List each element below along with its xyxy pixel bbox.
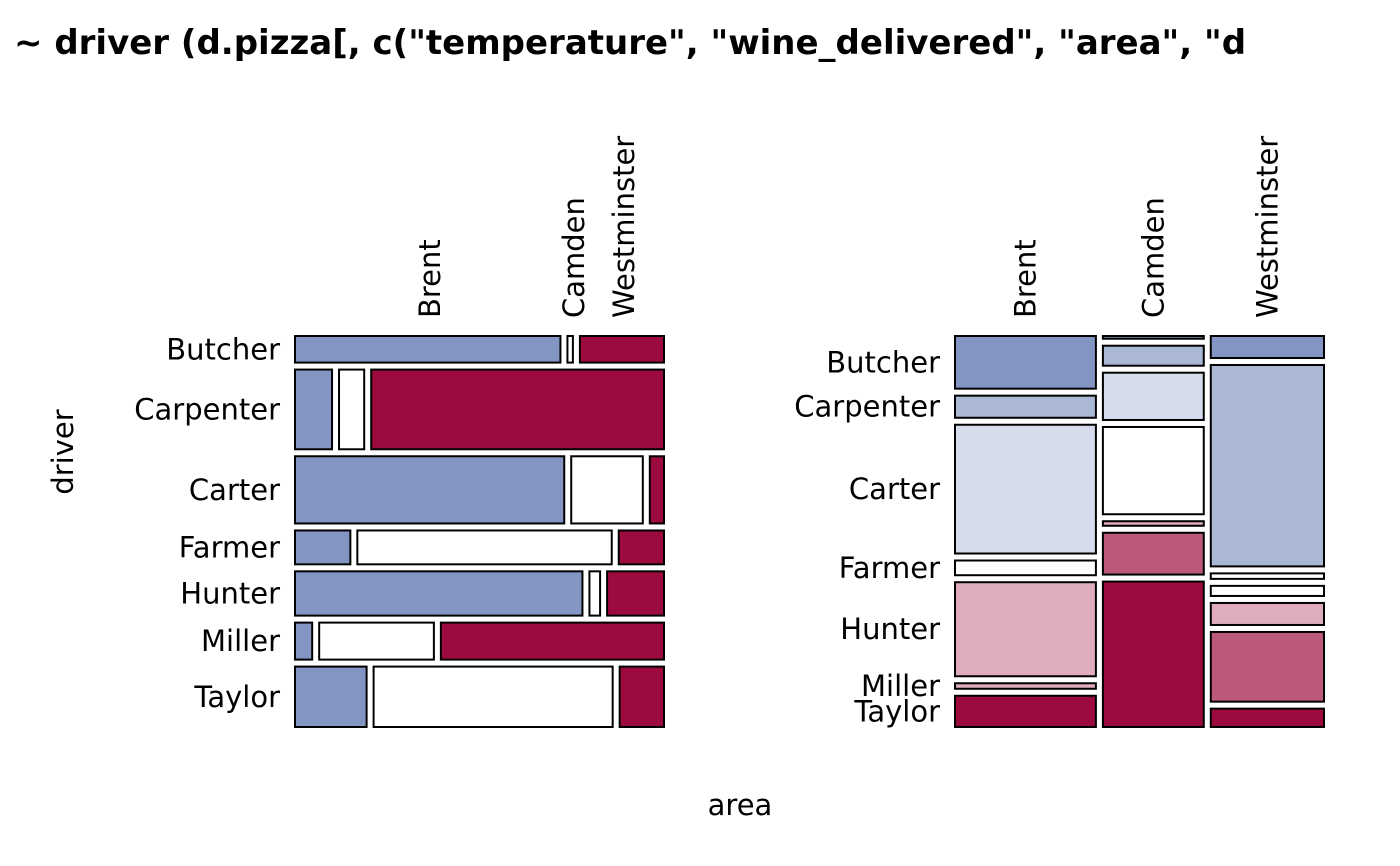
cell-left-carpenter-westminster — [370, 368, 665, 451]
cell-left-carpenter-camden — [338, 368, 366, 451]
cell-right-camden-carpenter — [1101, 344, 1205, 367]
cell-left-farmer-westminster — [617, 529, 665, 566]
cell-right-brent-farmer — [954, 559, 1097, 577]
cell-right-westminster-butcher — [1209, 335, 1326, 360]
cell-right-camden-butcher — [1101, 335, 1205, 340]
row-label-left-hunter: Hunter — [180, 577, 280, 611]
cell-right-camden-farmer — [1101, 425, 1205, 516]
cell-left-carter-camden — [570, 455, 644, 525]
col-label-right-brent: Brent — [1009, 239, 1043, 318]
mosaic-panel-right: Brent Camden Westminster Butcher Carpenter Ca… — [794, 136, 1326, 729]
cell-right-brent-hunter — [954, 581, 1097, 678]
cell-left-hunter-camden — [588, 570, 602, 617]
cell-right-westminster-taylor — [1209, 707, 1326, 729]
cell-right-brent-miller — [954, 682, 1097, 690]
row-label-right-miller: Miller — [861, 669, 940, 703]
cell-left-taylor-brent — [294, 665, 368, 728]
cell-left-butcher-brent — [294, 335, 562, 364]
cell-left-taylor-westminster — [618, 665, 665, 728]
x-axis-label: area — [708, 788, 773, 822]
cell-left-hunter-westminster — [606, 570, 666, 617]
row-label-left-butcher: Butcher — [166, 332, 280, 366]
row-label-right-hunter: Hunter — [840, 612, 940, 646]
col-label-left-camden: Camden — [557, 197, 591, 318]
cell-right-westminster-carter — [1209, 572, 1326, 580]
row-label-left-miller: Miller — [201, 624, 280, 658]
col-label-right-camden: Camden — [1136, 197, 1170, 318]
row-label-right-butcher: Butcher — [826, 345, 940, 379]
row-label-right-taylor: Taylor — [853, 694, 940, 728]
row-label-right-carpenter: Carpenter — [794, 390, 940, 424]
cell-right-camden-taylor — [1101, 580, 1205, 728]
cell-left-miller-brent — [294, 621, 314, 661]
row-label-left-carpenter: Carpenter — [134, 392, 280, 426]
cell-right-westminster-carpenter — [1209, 364, 1326, 568]
col-label-left-brent: Brent — [413, 239, 447, 318]
row-label-left-farmer: Farmer — [179, 530, 280, 564]
row-label-left-taylor: Taylor — [193, 680, 280, 714]
cell-left-carter-brent — [294, 455, 566, 525]
cell-left-miller-camden — [318, 621, 435, 661]
cell-left-hunter-brent — [294, 570, 584, 617]
cell-right-camden-hunter — [1101, 520, 1205, 527]
mosaic-panel-left: Butcher Carpenter Carter Farmer Hunter Miller… — [134, 136, 666, 728]
cell-right-westminster-hunter — [1209, 601, 1326, 626]
cell-left-butcher-camden — [566, 335, 574, 364]
cell-left-farmer-camden — [356, 529, 613, 566]
cell-right-westminster-miller — [1209, 630, 1326, 703]
cell-right-brent-carpenter — [954, 394, 1097, 419]
row-label-right-farmer: Farmer — [839, 551, 940, 585]
cell-left-miller-westminster — [439, 621, 665, 661]
cell-right-westminster-farmer — [1209, 584, 1326, 597]
cell-right-brent-taylor — [954, 694, 1097, 729]
cell-left-carpenter-brent — [294, 368, 334, 451]
chart-title: ~ driver (d.pizza[, c("temperature", "wi… — [14, 23, 1246, 63]
y-axis-label: driver — [46, 409, 80, 494]
cell-left-taylor-camden — [372, 665, 614, 728]
cell-right-camden-carter — [1101, 371, 1205, 421]
cell-right-brent-butcher — [954, 335, 1097, 390]
col-label-right-westminster: Westminster — [1250, 136, 1284, 318]
cell-left-farmer-brent — [294, 529, 352, 566]
cell-left-carter-westminster — [648, 455, 665, 525]
row-label-left-carter: Carter — [189, 473, 280, 507]
cell-right-camden-miller — [1101, 531, 1205, 576]
row-label-right-carter: Carter — [849, 472, 940, 506]
cell-left-butcher-westminster — [578, 335, 666, 364]
col-label-left-westminster: Westminster — [607, 136, 641, 318]
cell-right-brent-carter — [954, 423, 1097, 555]
